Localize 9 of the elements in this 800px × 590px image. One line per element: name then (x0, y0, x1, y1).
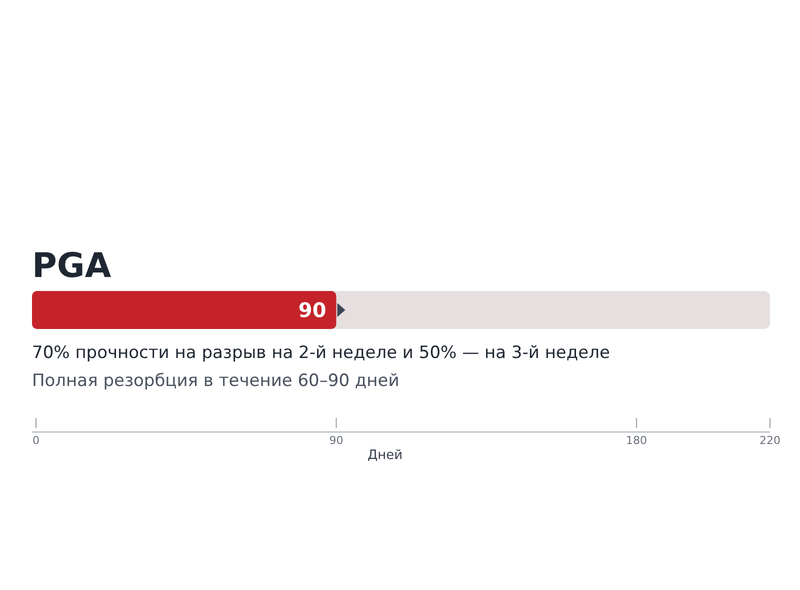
x-tick-label: 220 (760, 434, 780, 447)
text: Полная резорбция в течение 60–90 дней (32, 371, 400, 391)
x-tick-label: 0 (32, 434, 40, 447)
y-tick-label: PGA (32, 246, 112, 286)
x-axis-title: Дней (367, 448, 403, 463)
data-label: 90 (298, 298, 326, 322)
annotation: 70% прочности на разрыв на 2-й неделе и 50% — на 3-й неделе (32, 343, 610, 363)
x-tick-label: 90 (329, 434, 344, 447)
x-tick-label: 180 (626, 434, 648, 447)
